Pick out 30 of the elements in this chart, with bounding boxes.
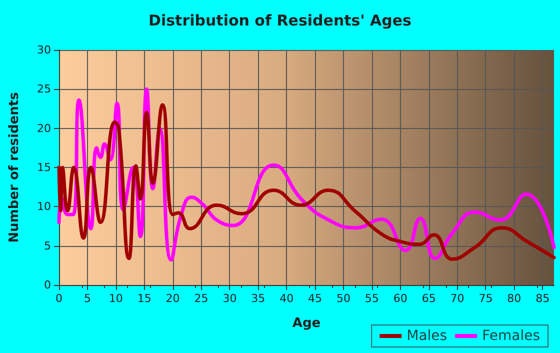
x-tick-label: 20 [166, 292, 180, 305]
x-tick-label: 35 [251, 292, 266, 305]
chart-title: Distribution of Residents' Ages [148, 12, 412, 30]
y-tick-label: 0 [44, 278, 51, 292]
x-tick-label: 25 [194, 292, 208, 305]
x-tick-label: 80 [507, 292, 522, 305]
x-tick-label: 65 [422, 292, 436, 305]
x-tick-label: 70 [450, 292, 464, 305]
x-tick-label: 0 [56, 292, 62, 305]
x-tick-label: 60 [393, 292, 408, 305]
y-tick-label: 25 [37, 82, 51, 96]
x-tick-label: 10 [108, 292, 123, 305]
x-tick-label: 85 [536, 292, 550, 305]
y-axis-title: Number of residents [7, 92, 22, 243]
y-tick-label: 30 [37, 44, 51, 56]
x-tick-label: 15 [137, 292, 152, 305]
x-tick-label: 45 [308, 292, 322, 305]
x-tick-label: 40 [280, 292, 294, 305]
x-tick-label: 50 [336, 292, 350, 305]
x-tick-label: 30 [222, 292, 237, 305]
y-tick-label: 5 [44, 239, 51, 252]
y-tick-label: 20 [37, 122, 51, 135]
x-tick-label: 55 [364, 292, 379, 305]
x-axis-title: Age [292, 316, 321, 331]
x-tick-label: 75 [478, 292, 493, 305]
legend-label: Females [482, 328, 540, 344]
y-tick-label: 10 [37, 200, 51, 214]
legend-label: Males [406, 328, 448, 344]
x-tick-label: 5 [84, 292, 91, 305]
y-tick-label: 15 [37, 161, 51, 174]
